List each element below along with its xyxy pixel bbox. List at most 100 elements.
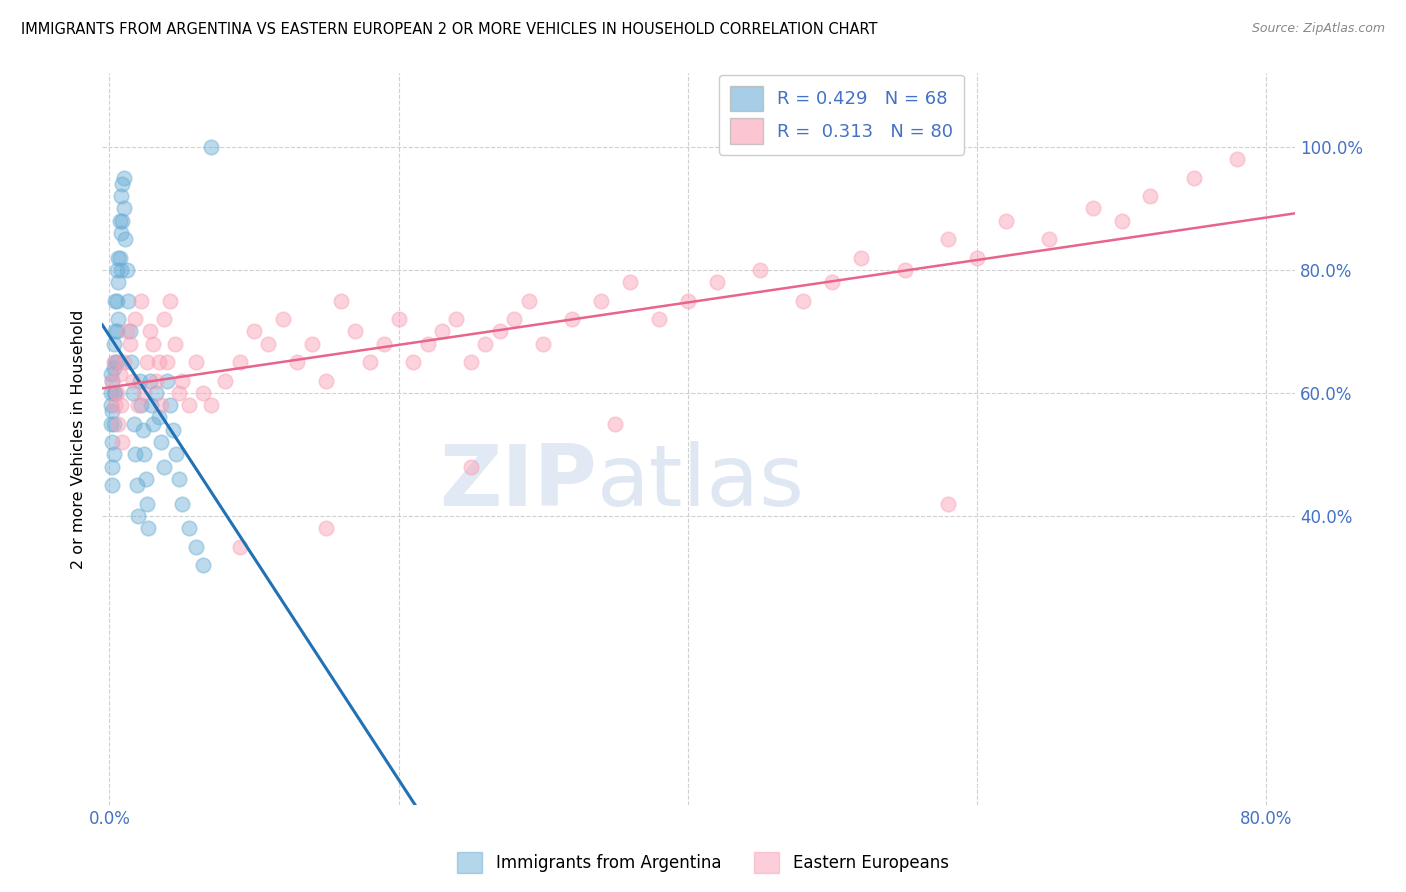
Point [103, 417, 125, 431]
Point [994, 213, 1017, 227]
Point [792, 293, 814, 308]
Point [503, 312, 526, 326]
Point [108, 213, 131, 227]
Point [134, 385, 156, 400]
Point [589, 293, 612, 308]
Point [150, 398, 173, 412]
Point [243, 324, 266, 338]
Point [127, 398, 149, 412]
Point [1139, 189, 1161, 203]
Point [1226, 152, 1249, 166]
Point [619, 275, 641, 289]
Point [105, 293, 128, 308]
Point [128, 374, 150, 388]
Point [851, 251, 873, 265]
Y-axis label: 2 or more Vehicles in Household: 2 or more Vehicles in Household [72, 310, 86, 569]
Point [446, 312, 468, 326]
Point [129, 293, 152, 308]
Point [121, 374, 143, 388]
Point [287, 355, 309, 369]
Point [136, 355, 159, 369]
Point [193, 558, 215, 573]
Point [170, 374, 193, 388]
Point [117, 293, 139, 308]
Point [103, 336, 125, 351]
Text: IMMIGRANTS FROM ARGENTINA VS EASTERN EUROPEAN 2 OR MORE VEHICLES IN HOUSEHOLD CO: IMMIGRANTS FROM ARGENTINA VS EASTERN EUR… [21, 22, 877, 37]
Point [388, 312, 411, 326]
Point [111, 213, 134, 227]
Point [124, 447, 146, 461]
Point [257, 336, 280, 351]
Point [112, 355, 135, 369]
Point [124, 312, 146, 326]
Text: Source: ZipAtlas.com: Source: ZipAtlas.com [1251, 22, 1385, 36]
Point [101, 374, 124, 388]
Point [156, 374, 179, 388]
Point [1081, 202, 1104, 216]
Point [107, 275, 129, 289]
Point [107, 417, 129, 431]
Point [110, 189, 132, 203]
Point [1111, 213, 1133, 227]
Point [131, 423, 153, 437]
Point [101, 374, 124, 388]
Point [936, 497, 959, 511]
Point [315, 521, 337, 535]
Point [112, 202, 135, 216]
Point [127, 508, 149, 523]
Point [111, 177, 134, 191]
Point [1038, 232, 1060, 246]
Point [460, 355, 482, 369]
Point [163, 336, 186, 351]
Point [402, 355, 425, 369]
Point [344, 324, 367, 338]
Point [749, 263, 772, 277]
Point [100, 385, 122, 400]
Point [301, 336, 323, 351]
Point [105, 324, 128, 338]
Point [706, 275, 728, 289]
Point [1182, 170, 1205, 185]
Point [115, 324, 138, 338]
Point [893, 263, 915, 277]
Point [159, 293, 181, 308]
Point [177, 398, 200, 412]
Point [129, 398, 152, 412]
Point [517, 293, 540, 308]
Point [359, 355, 381, 369]
Point [228, 540, 250, 554]
Point [100, 368, 122, 382]
Point [214, 374, 236, 388]
Point [167, 472, 190, 486]
Point [101, 459, 124, 474]
Point [111, 435, 134, 450]
Point [107, 251, 129, 265]
Point [186, 355, 208, 369]
Point [112, 170, 135, 185]
Point [460, 459, 482, 474]
Point [103, 447, 125, 461]
Point [150, 435, 173, 450]
Point [118, 336, 141, 351]
Point [107, 312, 129, 326]
Point [115, 263, 138, 277]
Point [103, 385, 125, 400]
Point [118, 324, 141, 338]
Point [416, 336, 439, 351]
Point [110, 398, 132, 412]
Point [145, 385, 167, 400]
Point [153, 312, 176, 326]
Point [165, 447, 187, 461]
Point [135, 472, 157, 486]
Point [139, 374, 162, 388]
Point [488, 324, 510, 338]
Point [121, 385, 143, 400]
Point [200, 140, 222, 154]
Point [104, 293, 127, 308]
Legend: R = 0.429   N = 68, R =  0.313   N = 80: R = 0.429 N = 68, R = 0.313 N = 80 [720, 75, 965, 154]
Point [142, 417, 165, 431]
Point [104, 324, 127, 338]
Text: atlas: atlas [598, 442, 806, 524]
Point [120, 355, 142, 369]
Point [430, 324, 453, 338]
